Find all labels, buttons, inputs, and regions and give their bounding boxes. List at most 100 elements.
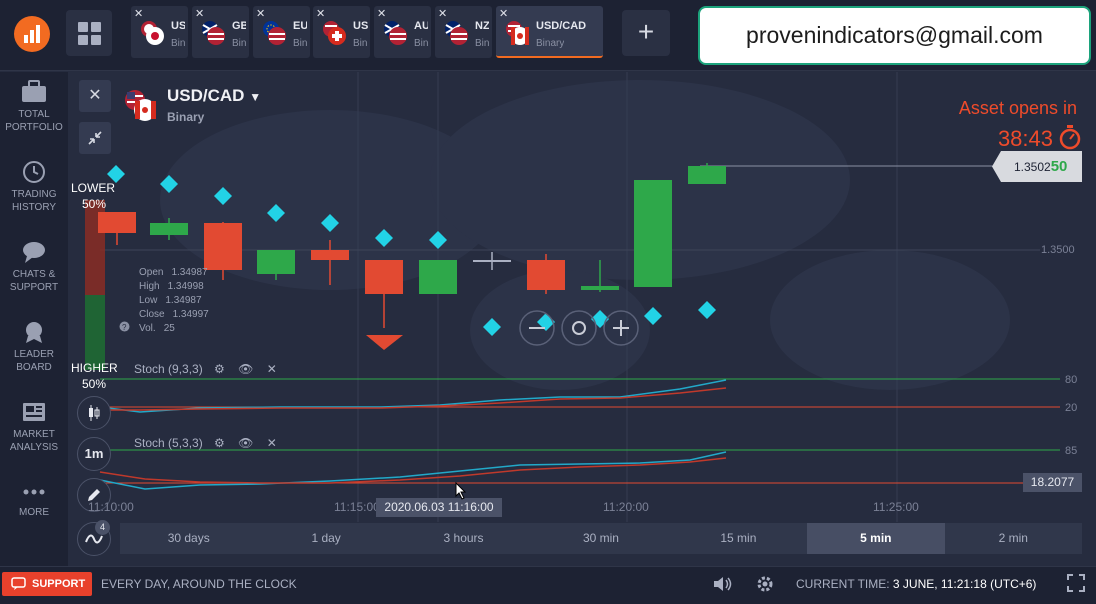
settings-icon[interactable]: ⚙ [214, 362, 225, 376]
indicator-name: Stoch (5,3,3) [134, 436, 203, 450]
close-indicator-icon[interactable]: ✕ [266, 436, 277, 450]
tab-symbol: USD [171, 20, 185, 32]
asset-name: USD/CAD [167, 86, 245, 105]
time-axis-label: 11:25:00 [873, 500, 919, 514]
eye-icon[interactable]: 👁 [238, 362, 254, 376]
asset-tab[interactable]: ✕ EU Bin [253, 6, 310, 58]
flag-gb-icon [202, 21, 225, 45]
ohlc-value: 1.34987 [165, 295, 202, 306]
close-chart-button[interactable]: ✕ [79, 80, 111, 112]
ohlc-tooltip: Open 1.34987 High 1.34998 Low 1.34987 Close… [139, 266, 209, 336]
price-chart[interactable] [68, 72, 1096, 522]
close-tab-icon[interactable]: ✕ [316, 8, 326, 20]
close-tab-icon[interactable]: ✕ [134, 8, 144, 20]
asset-selector[interactable]: USD/CAD ▼ [167, 86, 261, 106]
close-tab-icon[interactable]: ✕ [195, 8, 205, 20]
asset-tab[interactable]: ✕ USI Bin [313, 6, 370, 58]
vertical-grid [357, 72, 898, 522]
period-selector: 30 days 1 day 3 hours 30 min 15 min 5 mi… [120, 523, 1082, 554]
stoch-panel-2 [99, 449, 1060, 490]
ohlc-value: 1.34997 [172, 309, 209, 320]
indicator-header: Stoch (9,3,3) ⚙ 👁 ✕ [134, 362, 277, 376]
period-button[interactable]: 30 days [167, 531, 210, 545]
close-tab-icon[interactable]: ✕ [256, 8, 266, 20]
flag-jp-icon [141, 21, 164, 45]
indicator-wave-icon [85, 534, 103, 544]
period-button-active[interactable]: 5 min [807, 523, 945, 554]
period-button[interactable]: 15 min [720, 531, 757, 545]
sidebar-item-label: MARKET ANALYSIS [9, 429, 59, 453]
collapse-icon [88, 131, 102, 145]
period-button[interactable]: 2 min [998, 531, 1028, 545]
sidebar-item-label: TOTAL PORTFOLIO [5, 109, 63, 133]
period-button[interactable]: 30 min [582, 531, 619, 545]
sidebar-item-history[interactable]: TRADING HISTORY [0, 160, 68, 214]
signal-diamond [483, 318, 501, 336]
timeframe-button[interactable]: 1m [77, 437, 111, 471]
period-button[interactable]: 1 day [311, 531, 341, 545]
grid-icon [78, 22, 101, 45]
asset-tab-active[interactable]: ✕ USD/CAD Binary [496, 6, 603, 58]
close-tab-icon[interactable]: ✕ [438, 8, 448, 20]
support-button[interactable]: SUPPORT [2, 572, 92, 596]
lower-indicator: LOWER 50% [71, 180, 115, 212]
stoch-upper-level: 85 [1065, 445, 1078, 457]
settings-icon[interactable]: ⚙ [214, 436, 225, 450]
candle-body [634, 180, 672, 287]
signal-diamond [644, 307, 662, 325]
eye-icon[interactable]: 👁 [238, 436, 254, 450]
drawing-tools-button[interactable] [77, 478, 111, 512]
asset-tab[interactable]: ✕ NZ Bin [435, 6, 492, 58]
tab-symbol: USI [353, 20, 368, 32]
candle-body [365, 260, 403, 294]
candle-body [257, 250, 295, 274]
asset-type: Binary [167, 110, 205, 124]
sidebar-item-portfolio[interactable]: TOTAL PORTFOLIO [0, 80, 68, 134]
stoch-lower-level: 20 [1065, 402, 1078, 414]
close-tab-icon[interactable]: ✕ [499, 8, 509, 20]
briefcase-icon [22, 80, 46, 102]
tab-symbol: AU [414, 20, 428, 32]
signal-diamond [321, 214, 339, 232]
sidebar-item-chats[interactable]: CHATS & SUPPORT [0, 240, 68, 294]
ohlc-key: High [139, 281, 160, 292]
sidebar-item-market-analysis[interactable]: MARKET ANALYSIS [0, 400, 68, 454]
sidebar-item-leaderboard[interactable]: LEADER BOARD [0, 320, 68, 374]
candles [98, 163, 726, 328]
chat-icon [23, 242, 45, 263]
asset-tab[interactable]: ✕ GB Bin [192, 6, 249, 58]
stoch-panel-1 [99, 378, 1060, 413]
chart-area[interactable] [68, 72, 1096, 522]
price-level-label: 1.3500 [1041, 244, 1075, 256]
signal-diamond [160, 175, 178, 193]
close-indicator-icon[interactable]: ✕ [266, 362, 277, 376]
email-overlay: provenindicators@gmail.com [698, 6, 1091, 65]
candle-body [98, 212, 136, 233]
collapse-button[interactable] [79, 122, 111, 154]
stoch-upper-level: 80 [1065, 374, 1078, 386]
current-time: CURRENT TIME: 3 JUNE, 11:21:18 (UTC+6) [796, 577, 1036, 591]
chart-type-button[interactable] [77, 396, 111, 430]
signal-diamond [107, 165, 125, 183]
tab-type: Bin [232, 38, 246, 49]
zoom-controls[interactable] [519, 310, 639, 346]
settings-gear-icon[interactable] [756, 575, 774, 593]
asset-tab[interactable]: ✕ AU Bin [374, 6, 431, 58]
ohlc-row: Open 1.34987 [139, 266, 209, 280]
ohlc-key: Vol. [139, 323, 156, 334]
candle-body [311, 250, 349, 260]
asset-tab[interactable]: ✕ USD Bina [131, 6, 188, 58]
current-price-tag: 1.350250 [992, 151, 1082, 182]
help-icon[interactable]: ? [119, 321, 130, 332]
period-button[interactable]: 3 hours [443, 531, 484, 545]
signal-diamond [375, 229, 393, 247]
fullscreen-icon[interactable] [1067, 574, 1085, 592]
all-assets-button[interactable] [66, 10, 112, 56]
close-tab-icon[interactable]: ✕ [377, 8, 387, 20]
sound-icon[interactable] [712, 575, 734, 593]
brand-logo[interactable] [14, 16, 50, 52]
add-tab-button[interactable]: + [622, 10, 670, 56]
signal-diamond [698, 301, 716, 319]
chat-bubble-icon [11, 577, 26, 590]
sidebar-item-more[interactable]: MORE [0, 482, 68, 519]
